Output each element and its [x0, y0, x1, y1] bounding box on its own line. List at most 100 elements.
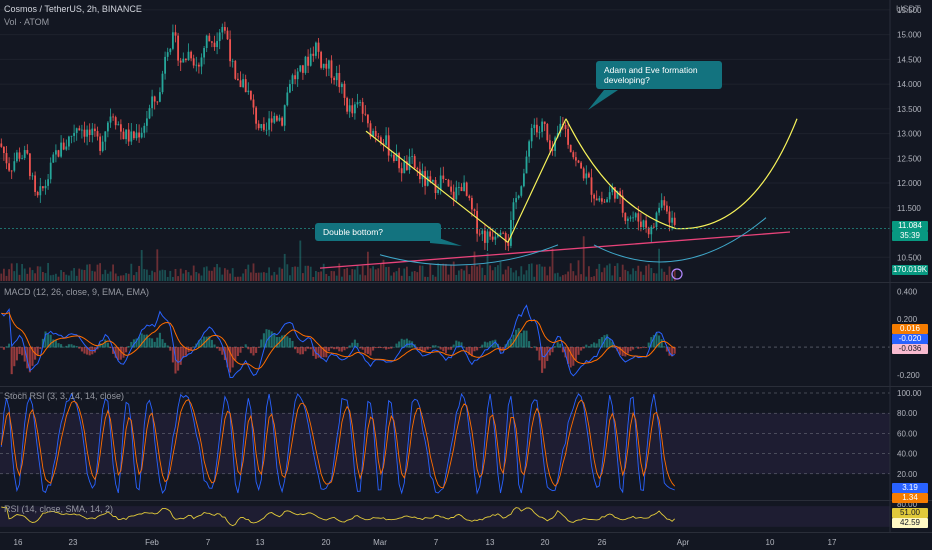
- rsi-legend[interactable]: RSI (14, close, SMA, 14, 2): [4, 504, 114, 514]
- macd-histogram-bar: [216, 347, 219, 349]
- candle-body: [455, 187, 458, 200]
- macd-tick-label: 0.400: [897, 287, 918, 296]
- candle-body: [236, 78, 239, 81]
- candle-body: [132, 131, 135, 139]
- macd-histogram-bar: [424, 347, 427, 352]
- candle-body: [424, 171, 427, 186]
- macd-histogram-bar: [585, 344, 588, 348]
- candle-body: [80, 129, 83, 131]
- volume-label[interactable]: Vol · ATOM: [4, 17, 50, 27]
- symbol-title[interactable]: Cosmos / TetherUS, 2h, BINANCE: [4, 4, 142, 14]
- candle-body: [574, 157, 577, 161]
- volume-bar: [580, 274, 583, 281]
- candle-body: [512, 202, 515, 220]
- volume-bar: [182, 273, 185, 281]
- volume-bar: [385, 267, 388, 281]
- macd-histogram-bar: [218, 347, 221, 351]
- stoch-tick-label: 40.00: [897, 450, 918, 459]
- macd-histogram-bar: [236, 347, 239, 356]
- macd-histogram-bar: [148, 337, 151, 348]
- macd-histogram-bar: [372, 347, 375, 351]
- macd-histogram-bar: [608, 338, 611, 348]
- macd-histogram-bar: [26, 347, 29, 369]
- volume-bar: [106, 273, 109, 281]
- macd-histogram-bar: [226, 347, 229, 368]
- stoch-rsi-legend[interactable]: Stoch RSI (3, 3, 14, 14, close): [4, 391, 125, 401]
- price-tick-label: 14.000: [897, 80, 922, 89]
- candle-body: [283, 105, 286, 126]
- volume-bar: [543, 266, 546, 281]
- candle-body: [572, 152, 575, 158]
- macd-histogram-bar: [668, 347, 671, 356]
- price-tick-label: 13.000: [897, 130, 922, 139]
- macd-histogram-bar: [177, 347, 180, 371]
- volume-bar: [288, 275, 291, 281]
- candle-body: [294, 75, 297, 80]
- macd-histogram-bar: [244, 344, 247, 348]
- candle-body: [665, 205, 668, 212]
- candle-body: [270, 118, 273, 123]
- macd-histogram-bar: [626, 347, 629, 354]
- macd-histogram-bar: [663, 346, 666, 348]
- candle-body: [130, 131, 133, 142]
- volume-bar: [624, 269, 627, 281]
- volume-bar: [262, 272, 265, 281]
- event-marker-icon: [671, 268, 683, 280]
- candle-body: [385, 135, 388, 145]
- candle-body: [356, 102, 359, 105]
- callout-adam-eve[interactable]: Adam and Eve formation developing?: [596, 61, 722, 89]
- candle-body: [166, 52, 169, 57]
- stoch-tick-label: 60.00: [897, 429, 918, 438]
- volume-bar: [457, 270, 460, 281]
- volume-bar: [658, 248, 661, 281]
- macd-histogram-bar: [281, 335, 284, 348]
- pane-separator-macd[interactable]: [0, 282, 932, 283]
- macd-histogram-bar: [361, 347, 364, 350]
- candle-body: [473, 209, 476, 211]
- macd-histogram-bar: [616, 347, 619, 352]
- candle-body: [44, 185, 47, 189]
- volume-bar: [278, 267, 281, 281]
- candle-body: [179, 60, 182, 63]
- volume-bar: [392, 272, 395, 281]
- macd-histogram-bar: [522, 330, 525, 348]
- pane-separator-stoch[interactable]: [0, 386, 932, 387]
- volume-bar: [403, 268, 406, 281]
- candle-body: [312, 53, 315, 56]
- macd-histogram-bar: [533, 346, 536, 348]
- candle-body: [431, 180, 434, 182]
- pane-separator-rsi[interactable]: [0, 500, 932, 501]
- volume-bar: [260, 272, 263, 281]
- macd-histogram-bar: [340, 347, 343, 352]
- candle-body: [663, 200, 666, 206]
- price-tick-label: 12.500: [897, 154, 922, 163]
- volume-bar: [291, 267, 294, 281]
- candle-body: [249, 90, 252, 100]
- macd-histogram-bar: [502, 347, 505, 351]
- volume-bar: [39, 266, 42, 281]
- volume-bar: [387, 266, 390, 281]
- macd-histogram-bar: [47, 334, 50, 348]
- candle-body: [418, 169, 421, 180]
- macd-histogram-bar: [78, 347, 81, 349]
- callout-double-bottom[interactable]: Double bottom?: [315, 223, 441, 241]
- macd-histogram-bar: [418, 347, 421, 351]
- macd-histogram-bar: [611, 341, 614, 348]
- volume-bar: [2, 268, 5, 281]
- volume-bar: [218, 267, 221, 281]
- candle-body: [281, 117, 284, 126]
- volume-bar: [574, 275, 577, 281]
- macd-histogram-bar: [304, 347, 307, 352]
- macd-histogram-bar: [153, 341, 156, 348]
- candle-body: [304, 56, 307, 73]
- volume-bar: [195, 271, 198, 281]
- candle-body: [49, 162, 52, 180]
- volume-bar: [52, 274, 55, 281]
- candle-body: [520, 186, 523, 196]
- macd-legend[interactable]: MACD (12, 26, close, 9, EMA, EMA): [4, 287, 150, 297]
- volume-bar: [268, 267, 271, 281]
- currency-label: USDT: [896, 4, 921, 14]
- rsi-tick-label: 80.00: [897, 500, 918, 509]
- candle-body: [275, 115, 278, 121]
